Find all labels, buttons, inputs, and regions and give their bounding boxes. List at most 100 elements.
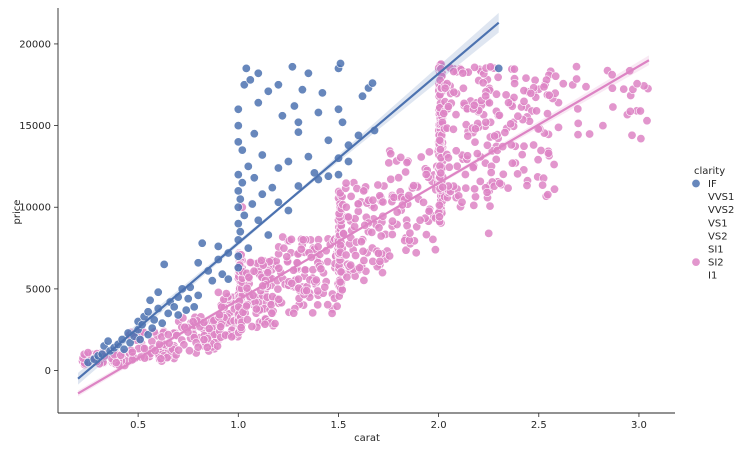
scatter-point xyxy=(635,106,645,116)
scatter-point xyxy=(415,215,425,225)
scatter-point xyxy=(157,318,167,328)
scatter-point xyxy=(233,251,243,261)
scatter-point xyxy=(405,228,415,238)
scatter-point xyxy=(585,129,595,139)
y-tick-label: 0 xyxy=(45,366,51,377)
scatter-point xyxy=(263,86,273,96)
scatter-point xyxy=(367,78,377,88)
scatter-point xyxy=(149,315,159,325)
scatter-point xyxy=(444,162,454,172)
scatter-point xyxy=(484,98,494,108)
scatter-point xyxy=(498,169,508,179)
scatter-point xyxy=(494,63,504,73)
scatter-point xyxy=(389,192,399,202)
scatter-point xyxy=(627,130,637,140)
scatter-point xyxy=(293,117,303,127)
scatter-point xyxy=(470,62,480,72)
scatter-point xyxy=(485,201,495,211)
scatter-point xyxy=(309,168,319,178)
scatter-point xyxy=(481,117,491,127)
scatter-point xyxy=(374,223,384,233)
scatter-point xyxy=(494,110,504,120)
scatter-point xyxy=(519,141,529,151)
scatter-point xyxy=(378,197,388,207)
legend-entry-label: VVS2 xyxy=(708,205,734,216)
x-tick-label: 2.0 xyxy=(431,420,447,431)
scatter-point xyxy=(481,91,491,101)
scatter-point xyxy=(283,206,293,216)
scatter-point xyxy=(486,168,496,178)
scatter-point xyxy=(253,215,263,225)
scatter-point xyxy=(434,200,444,210)
scatter-point xyxy=(396,152,406,162)
scatter-point xyxy=(482,187,492,197)
scatter-point xyxy=(341,250,351,260)
scatter-point xyxy=(449,67,459,77)
regression-line xyxy=(77,21,500,380)
scatter-point xyxy=(539,82,549,92)
scatter-point xyxy=(428,234,438,244)
scatter-point xyxy=(521,73,531,83)
scatter-point xyxy=(424,147,434,157)
scatter-point xyxy=(243,243,253,253)
scatter-point xyxy=(221,289,231,299)
scatter-point xyxy=(267,308,277,318)
scatter-point xyxy=(448,124,458,134)
scatter-point xyxy=(513,169,523,179)
scatter-point xyxy=(416,152,426,162)
scatter-point xyxy=(249,129,259,139)
scatter-point xyxy=(303,152,313,162)
scatter-point xyxy=(519,96,529,106)
x-axis-label: carat xyxy=(354,433,380,444)
scatter-point xyxy=(434,212,444,222)
scatter-point xyxy=(282,252,292,262)
scatter-point xyxy=(239,80,249,90)
scatter-point xyxy=(343,157,353,167)
scatter-point xyxy=(401,245,411,255)
scatter-point xyxy=(241,63,251,73)
scatter-point xyxy=(353,130,363,140)
scatter-point xyxy=(216,322,226,332)
scatter-point xyxy=(346,191,356,201)
x-tick-label: 1.0 xyxy=(230,420,246,431)
scatter-point xyxy=(439,109,449,119)
confidence-band xyxy=(78,12,499,385)
scatter-point xyxy=(394,173,404,183)
scatter-point xyxy=(283,157,293,167)
scatter-point xyxy=(510,79,520,89)
scatter-point xyxy=(549,184,559,194)
scatter-point xyxy=(287,62,297,72)
scatter-point xyxy=(522,181,532,191)
legend-entry-label: VS1 xyxy=(708,218,728,229)
scatter-point xyxy=(249,266,259,276)
scatter-point xyxy=(249,173,259,183)
scatter-point xyxy=(83,348,93,358)
scatter-point xyxy=(111,358,121,368)
scatter-point xyxy=(484,228,494,238)
scatter-point xyxy=(253,98,263,108)
scatter-point xyxy=(163,308,173,318)
scatter-point xyxy=(367,227,377,237)
scatter-point xyxy=(553,122,563,132)
scatter-point xyxy=(263,268,273,278)
scatter-point xyxy=(235,227,245,237)
scatter-point xyxy=(573,118,583,128)
scatter-point xyxy=(169,302,179,312)
x-tick-label: 0.5 xyxy=(130,420,146,431)
scatter-point xyxy=(242,283,252,293)
scatter-point xyxy=(189,302,199,312)
scatter-point xyxy=(500,128,510,138)
scatter-point xyxy=(491,89,501,99)
scatter-point xyxy=(293,181,303,191)
scatter-point xyxy=(273,80,283,90)
scatter-point xyxy=(608,102,618,112)
x-tick-label: 2.5 xyxy=(531,420,547,431)
x-ticks: 0.5 1.0 1.5 2.0 2.5 3.0 xyxy=(130,413,647,431)
scatter-point xyxy=(607,83,617,93)
scatter-point xyxy=(470,184,480,194)
scatter-point xyxy=(242,301,252,311)
scatter-point xyxy=(460,170,470,180)
scatter-point xyxy=(139,343,149,353)
scatter-point xyxy=(470,192,480,202)
